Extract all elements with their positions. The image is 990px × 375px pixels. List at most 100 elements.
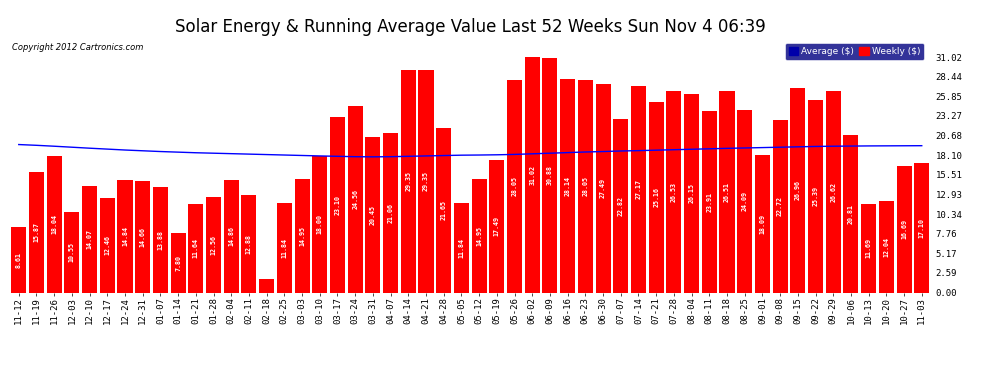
- Text: 26.53: 26.53: [671, 182, 677, 202]
- Bar: [11, 227, 27, 292]
- Text: 10.55: 10.55: [69, 243, 75, 262]
- Text: 12.88: 12.88: [246, 234, 251, 254]
- Text: 12.04: 12.04: [883, 237, 889, 257]
- Bar: [808, 100, 823, 292]
- Text: 18.09: 18.09: [759, 214, 765, 234]
- Bar: [596, 84, 611, 292]
- Bar: [613, 119, 629, 292]
- Text: 8.61: 8.61: [16, 252, 22, 268]
- Text: 14.95: 14.95: [476, 226, 482, 246]
- Text: 12.56: 12.56: [211, 235, 217, 255]
- Bar: [507, 80, 522, 292]
- Text: 18.00: 18.00: [317, 214, 323, 234]
- Bar: [453, 202, 469, 292]
- Text: 23.10: 23.10: [335, 195, 341, 215]
- Bar: [188, 204, 203, 292]
- Text: 25.16: 25.16: [653, 187, 659, 207]
- Text: 12.46: 12.46: [104, 235, 110, 255]
- Text: 24.56: 24.56: [352, 189, 358, 209]
- Bar: [790, 88, 805, 292]
- Bar: [312, 156, 328, 292]
- Bar: [206, 197, 221, 292]
- Text: 28.05: 28.05: [582, 176, 588, 196]
- Bar: [525, 57, 540, 292]
- Text: 29.35: 29.35: [423, 171, 429, 191]
- Bar: [383, 133, 398, 292]
- Text: 26.96: 26.96: [795, 180, 801, 200]
- Bar: [419, 70, 434, 292]
- Bar: [242, 195, 256, 292]
- Bar: [631, 86, 646, 292]
- Text: 21.06: 21.06: [387, 202, 394, 223]
- Bar: [826, 90, 841, 292]
- Bar: [152, 187, 168, 292]
- Bar: [471, 179, 487, 292]
- Text: 24.09: 24.09: [742, 191, 747, 211]
- Bar: [330, 117, 345, 292]
- Text: 15.87: 15.87: [34, 222, 40, 242]
- Text: 14.86: 14.86: [229, 226, 235, 246]
- Text: 20.81: 20.81: [847, 204, 854, 224]
- Bar: [543, 58, 557, 292]
- Text: 17.10: 17.10: [919, 217, 925, 238]
- Text: 16.69: 16.69: [901, 219, 907, 239]
- Bar: [224, 180, 239, 292]
- Bar: [170, 233, 186, 292]
- Bar: [365, 137, 380, 292]
- Text: 27.49: 27.49: [600, 178, 606, 198]
- Bar: [648, 102, 663, 292]
- Bar: [489, 160, 504, 292]
- Text: 28.05: 28.05: [512, 176, 518, 196]
- Text: 28.14: 28.14: [564, 176, 570, 196]
- Bar: [879, 201, 894, 292]
- Title: Solar Energy & Running Average Value Last 52 Weeks Sun Nov 4 06:39: Solar Energy & Running Average Value Las…: [175, 18, 765, 36]
- Text: 14.95: 14.95: [299, 226, 305, 246]
- Text: 26.51: 26.51: [724, 182, 730, 202]
- Bar: [347, 106, 362, 292]
- Bar: [100, 198, 115, 292]
- Bar: [720, 92, 735, 292]
- Bar: [702, 111, 717, 292]
- Text: 14.07: 14.07: [86, 229, 93, 249]
- Text: 17.49: 17.49: [494, 216, 500, 236]
- Bar: [560, 79, 575, 292]
- Bar: [294, 179, 310, 292]
- Text: 25.39: 25.39: [813, 186, 819, 206]
- Bar: [684, 94, 699, 292]
- Text: 23.91: 23.91: [706, 192, 712, 212]
- Text: 22.72: 22.72: [777, 196, 783, 216]
- Text: 14.66: 14.66: [140, 227, 146, 247]
- Text: 14.84: 14.84: [122, 226, 128, 246]
- Bar: [578, 80, 593, 292]
- Bar: [897, 166, 912, 292]
- Bar: [754, 155, 770, 292]
- Bar: [843, 135, 858, 292]
- Bar: [29, 172, 44, 292]
- Text: 26.62: 26.62: [831, 182, 837, 201]
- Bar: [277, 202, 292, 292]
- Text: Copyright 2012 Cartronics.com: Copyright 2012 Cartronics.com: [12, 43, 144, 52]
- Text: 11.69: 11.69: [865, 238, 871, 258]
- Text: 13.88: 13.88: [157, 230, 163, 250]
- Bar: [47, 156, 61, 292]
- Text: 11.64: 11.64: [193, 238, 199, 258]
- Bar: [772, 120, 788, 292]
- Bar: [861, 204, 876, 292]
- Text: 21.65: 21.65: [441, 200, 446, 220]
- Text: 11.84: 11.84: [281, 238, 287, 258]
- Text: 18.04: 18.04: [51, 214, 57, 234]
- Bar: [401, 70, 416, 292]
- Bar: [437, 128, 451, 292]
- Bar: [64, 213, 79, 292]
- Text: 29.35: 29.35: [405, 171, 411, 191]
- Text: 27.17: 27.17: [636, 179, 642, 200]
- Bar: [738, 110, 752, 292]
- Legend: Average ($), Weekly ($): Average ($), Weekly ($): [785, 43, 925, 60]
- Bar: [666, 91, 681, 292]
- Bar: [136, 181, 150, 292]
- Bar: [82, 186, 97, 292]
- Text: 31.02: 31.02: [530, 165, 536, 185]
- Text: 30.88: 30.88: [546, 165, 553, 185]
- Bar: [259, 279, 274, 292]
- Text: 22.82: 22.82: [618, 196, 624, 216]
